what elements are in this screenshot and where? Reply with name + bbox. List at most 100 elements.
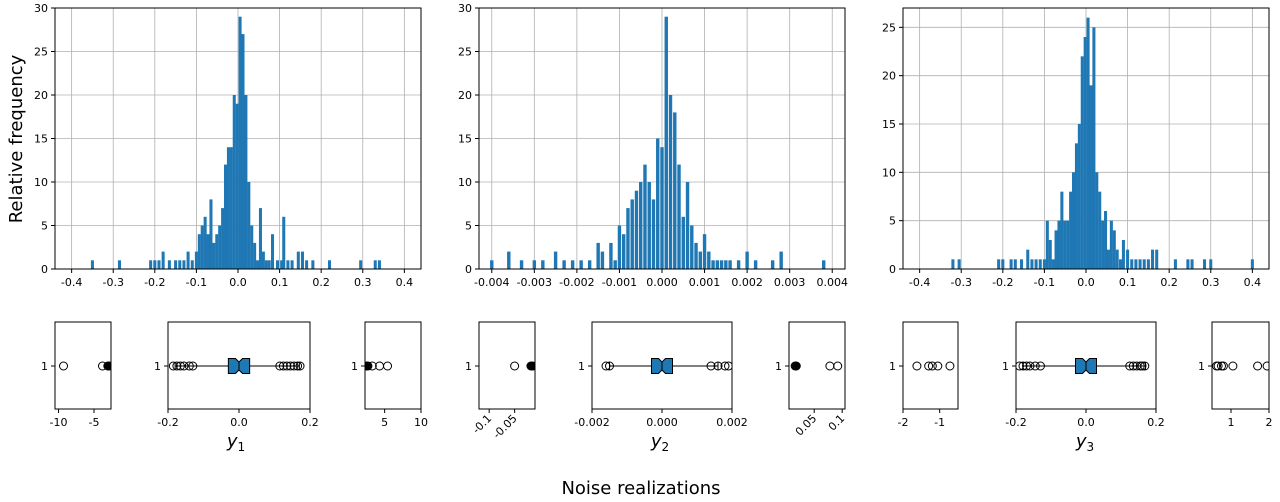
boxplot-marks [510,361,535,371]
figure-xlabel: Noise realizations [561,478,720,499]
histogram-bar [702,234,707,269]
x-tick-label: 0.3 [1202,276,1220,289]
histogram-bar [117,260,121,269]
histogram-bar [490,260,494,269]
x-tick-label: -5 [89,416,100,429]
x-tick-label: 2 [1266,416,1273,429]
x-tick-label: -0.4 [909,276,930,289]
histogram-bar [209,199,213,269]
histogram-3: -0.4 -0.3 -0.2 -0.1 0.0 0.1 0.2 0.3 0.4 0 5 10 15 20 2… [882,7,1273,454]
outlier-point [933,361,943,371]
outlier-point [1022,361,1031,371]
histogram-bar [562,260,566,269]
x-tick-label: 0.4 [1244,276,1262,289]
x-tick-label: 0.0 [229,276,247,289]
histogram-bar [1077,124,1081,269]
histogram-bar [596,242,600,269]
histogram-bar [617,225,622,269]
boxplot-panel-2-1: 1-0.1-0.05 [465,321,536,441]
histogram-bar [241,34,245,269]
x-tick-label: -0.4 [61,276,82,289]
histogram-bar [161,251,165,269]
y-tick-label: 0 [465,263,472,276]
x-tick-label: 0.05 [793,412,820,439]
y-tick-label: 25 [458,46,472,59]
y-tick-label: 30 [34,2,48,15]
histogram-bar [197,234,201,269]
histogram-bar [724,260,728,269]
histogram-bar [634,190,639,269]
histogram-bar [1173,259,1177,269]
boxplot-xlabel: y1 [226,431,245,454]
y-tick-label: 25 [882,21,896,34]
histogram-bar [626,208,630,269]
xlabel-symbol: y [226,431,238,452]
figure-ylabel: Relative frequency [6,54,27,223]
y-tick-label: 20 [882,70,896,83]
xlabel-subscript: 1 [238,440,246,454]
histogram-bar [286,260,290,269]
histogram-bar [203,216,207,269]
outlier-point [1140,361,1150,371]
outlier-point [365,361,373,371]
histogram-bar [1126,249,1130,269]
histogram-bar [715,260,720,269]
boxplot-panel-3-2: 1 -0.2 0.0 0.2 [1002,321,1165,429]
y-tick-label: 20 [34,89,48,102]
x-tick-label: 0.1 [271,276,289,289]
histogram-bar [1115,249,1119,269]
x-tick-label: 0.1 [1119,276,1137,289]
histogram-bar [235,103,239,269]
x-tick-label: 0.1 [826,412,848,434]
histogram-bar [1045,220,1049,269]
outlier-point [1213,361,1223,371]
histogram-bar [673,112,677,270]
outlier-point [168,361,178,371]
histogram-bar [690,225,694,269]
y-tick-label: 5 [41,220,48,233]
histogram-bar [359,260,363,269]
histogram-bar [600,251,605,269]
outlier-point [1218,361,1228,371]
outlier-point [924,361,934,371]
y-tick-label: 1 [889,360,896,373]
histogram-bar [1092,27,1096,270]
histogram-bar [327,260,332,269]
histogram-bar [261,251,265,269]
histogram-bar [736,260,741,269]
outlier-point [601,361,611,371]
boxplot-panel-3-3: 1 1 2 [1198,321,1273,429]
histogram-bar [579,260,583,269]
histogram-bar [212,242,216,269]
outlier-point [1036,361,1045,371]
histogram-bar [244,95,248,269]
histogram-bar [613,260,617,269]
outlier-point [295,361,305,371]
x-tick-label: 0.001 [689,276,721,289]
outlier-point [275,361,285,371]
x-tick-label: 0.000 [646,276,678,289]
axes-frame [364,321,422,410]
outlier-point [1137,361,1147,371]
outlier-point [289,361,299,371]
outlier-point [1128,361,1138,371]
xlabel-symbol: y [1075,431,1087,452]
outlier-point [278,361,288,371]
histogram-bar [656,138,660,269]
histogram-bar [779,251,783,269]
histogram-bar [1109,220,1113,269]
histogram-bar [373,260,377,269]
y-tick-label: 20 [458,89,472,102]
histogram-bar [745,251,749,269]
boxplot-panel-1-1: 1 -10 -5 [41,321,112,429]
histogram-bar [1112,230,1116,269]
histogram-bar [90,260,94,269]
histogram-bar [1209,259,1213,269]
x-tick-label: 0.2 [1147,416,1165,429]
histogram-bar [668,95,673,269]
histogram-bar [1042,259,1046,269]
boxplot-marks [790,361,843,371]
histogram-bar [664,16,668,270]
histogram-bar [1130,259,1134,269]
